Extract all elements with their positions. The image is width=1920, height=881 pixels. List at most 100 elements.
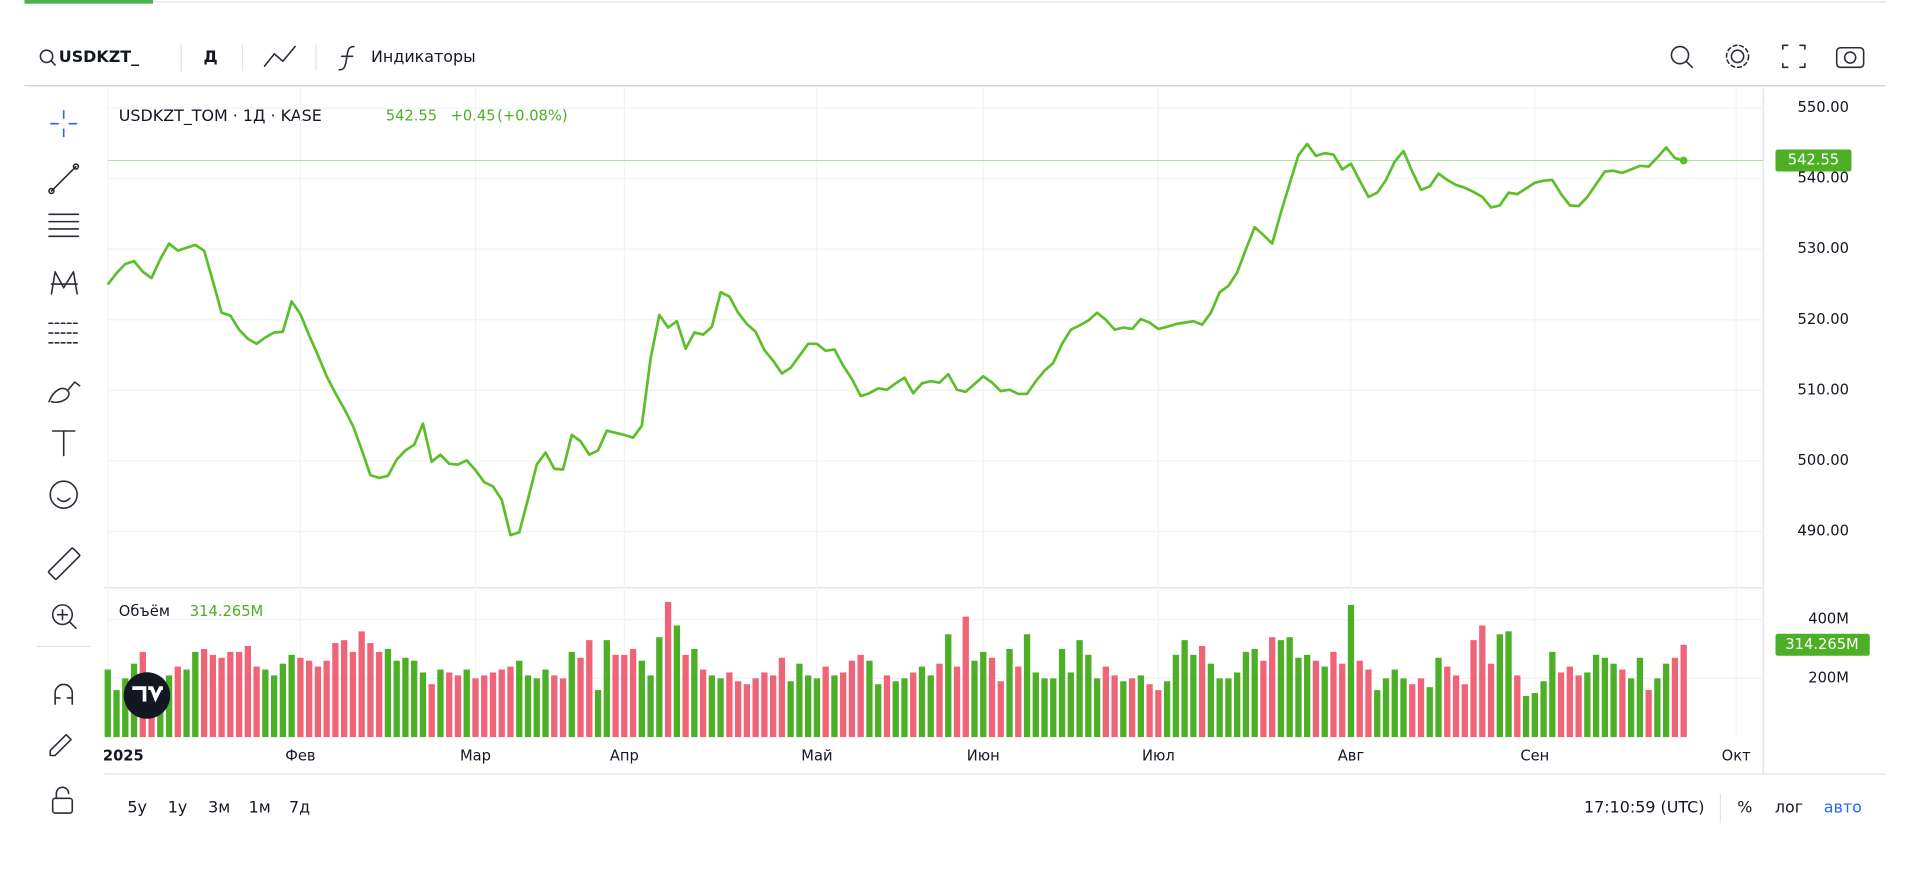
y-tick-label: 520.00 [1798, 311, 1849, 328]
volume-bar [1566, 666, 1573, 738]
volume-bar [1505, 631, 1512, 738]
indicators-button[interactable]: Индикаторы [371, 47, 476, 66]
volume-bar [629, 648, 637, 738]
volume-bar [472, 678, 479, 738]
volume-bar [1636, 657, 1644, 738]
volume-bar [603, 640, 610, 738]
fib-tool[interactable] [48, 213, 80, 238]
auto-toggle[interactable]: авто [1824, 798, 1862, 817]
volume-bar [945, 634, 952, 738]
volume-bar [769, 675, 777, 738]
volume-bar [1461, 684, 1468, 738]
chart-type-button[interactable] [263, 45, 296, 67]
volume-bar [174, 666, 181, 738]
ruler-tool[interactable] [47, 547, 81, 580]
last-price-tag [1775, 149, 1852, 172]
volume-bar [481, 675, 488, 738]
lock-drawings-tool[interactable] [49, 733, 72, 757]
y2-tick-label: 400M [1808, 611, 1849, 628]
legend-change: +0.45 [451, 107, 496, 124]
emoji-tool[interactable] [49, 480, 78, 509]
volume-bar [1540, 681, 1547, 738]
volume-bar [1339, 663, 1346, 738]
range-button[interactable]: 1м [249, 798, 271, 817]
volume-bar [551, 675, 558, 738]
volume-bar [1365, 669, 1372, 738]
tradingview-logo[interactable] [123, 672, 171, 719]
text-tool[interactable] [51, 430, 76, 457]
volume-bar [489, 672, 497, 738]
last-price-label: 542.55 [1788, 152, 1839, 169]
volume-bar [927, 675, 934, 738]
indicators-icon[interactable] [338, 45, 355, 71]
logo-circle [123, 672, 171, 719]
log-toggle[interactable]: лог [1775, 798, 1803, 817]
symbol-search[interactable]: USDKZT_ [39, 47, 139, 66]
range-button[interactable]: 7д [289, 798, 310, 817]
volume-bar [988, 657, 996, 738]
volume-bar [638, 660, 645, 738]
y-tick-label: 550.00 [1798, 99, 1849, 116]
volume-bar [568, 651, 575, 738]
zoom-tool[interactable] [51, 604, 74, 626]
range-button[interactable]: 1у [168, 798, 188, 817]
volume-bar [463, 669, 470, 738]
search-icon [50, 59, 56, 66]
volume-bar [1514, 675, 1521, 738]
volume-bar [542, 669, 549, 738]
screenshot-icon [1843, 51, 1857, 64]
trendline-tool [72, 163, 80, 170]
volume-bar [1058, 648, 1066, 738]
percent-toggle[interactable]: % [1737, 798, 1752, 817]
volume-bar [376, 651, 383, 738]
volume-bar [1050, 678, 1057, 738]
volume-bar [1610, 663, 1617, 738]
volume-bar [656, 637, 663, 738]
y-tick-label: 540.00 [1798, 170, 1849, 187]
volume-bar [1382, 678, 1390, 738]
magnet-tool[interactable] [54, 683, 74, 705]
brush-tool[interactable] [48, 381, 81, 404]
trendline-tool[interactable] [50, 165, 77, 192]
x-tick-label: Авг [1338, 748, 1364, 765]
interval-button[interactable]: Д [204, 47, 218, 66]
volume-bar [918, 666, 926, 738]
y-tick-label: 510.00 [1798, 381, 1849, 398]
volume-bar [971, 660, 978, 738]
drawing-toolbar [36, 110, 91, 814]
trendline-tool [48, 187, 55, 195]
fullscreen-icon[interactable] [1782, 44, 1806, 69]
projection-tool[interactable] [48, 322, 80, 344]
volume-bar [297, 657, 304, 738]
settings-icon[interactable] [1730, 49, 1745, 64]
lock-tool[interactable] [51, 797, 74, 814]
volume-bar [533, 678, 540, 738]
pattern-tool[interactable] [50, 271, 78, 295]
replay-icon[interactable] [1670, 45, 1690, 65]
volume-bar [1435, 657, 1442, 738]
volume-bar [1584, 672, 1591, 738]
range-button[interactable]: 3м [208, 798, 230, 817]
series-legend-title: USDKZT_TOM · 1Д · KASE [119, 106, 322, 126]
volume-bar [209, 654, 216, 738]
volume-bar [200, 648, 208, 738]
volume-bar [647, 675, 654, 738]
volume-bar [1654, 678, 1661, 738]
x-tick-label: Июн [967, 748, 1000, 765]
volume-bar [402, 657, 409, 738]
volume-bar [1111, 675, 1118, 738]
volume-bar [253, 666, 260, 738]
range-button[interactable]: 5у [127, 798, 147, 817]
volume-bar [1128, 678, 1136, 738]
volume-legend-value: 314.265M [190, 603, 263, 620]
volume-bar [192, 651, 199, 738]
volume-bar [1216, 678, 1223, 738]
volume-bar [664, 601, 672, 738]
volume-bar [1321, 666, 1328, 738]
screenshot-icon[interactable] [1835, 46, 1865, 69]
crosshair-tool[interactable] [50, 110, 78, 138]
volume-bar [516, 660, 523, 738]
volume-bar [1277, 640, 1285, 738]
volume-bar [1076, 640, 1083, 738]
